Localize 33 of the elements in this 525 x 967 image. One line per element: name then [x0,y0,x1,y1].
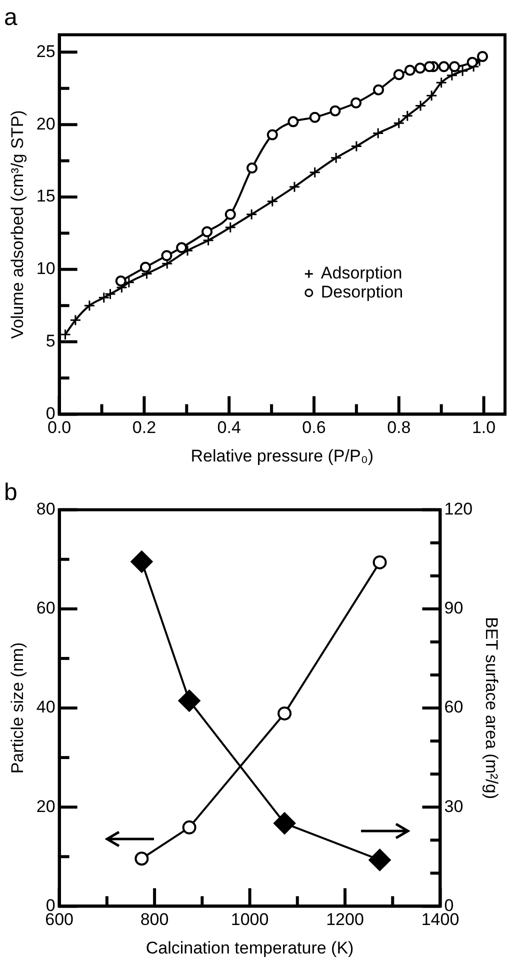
chart-title: a [4,4,18,32]
y-tick-label: 80 [36,499,56,518]
y2-tick-label: 30 [444,796,464,816]
y-axis-title: Particle size (nm) [8,642,27,774]
y2-axis-title: BET surface area (m²/g) [482,616,502,800]
y2-tick-label: 120 [444,499,473,518]
y2-tick-label: 60 [444,698,464,717]
x-tick-label: 0.0 [47,418,72,438]
x-tick-label: 0.4 [217,418,241,438]
x-tick-label: 1400 [421,910,460,930]
x-tick-label: 1.0 [472,418,496,438]
x-tick-label: 800 [140,910,169,930]
y-axis-title: Volume adsorbed (cm³/g STP) [8,110,27,339]
legend-label: Adsorption [320,264,402,283]
y2-tick-label: 90 [444,598,464,618]
x-tick-label: 0.8 [387,418,411,438]
x-tick-label: 0.6 [302,418,326,438]
x-tick-label: 600 [45,910,74,930]
chart-title: b [4,479,18,506]
y-tick-label: 10 [36,259,56,278]
y-tick-label: 15 [36,186,56,206]
x-axis-title: Calcination temperature (K) [146,938,354,958]
y-tick-label: 40 [36,698,56,717]
y-tick-label: 5 [46,331,56,350]
y-tick-label: 60 [36,598,56,618]
y-tick-label: 20 [36,114,56,134]
x-tick-label: 1200 [326,910,364,930]
x-tick-label: 0.2 [132,418,156,438]
legend-label: Desorption [320,282,404,302]
y-tick-label: 20 [36,796,56,816]
x-tick-label: 1000 [230,910,269,930]
x-axis-title: Relative pressure (P/P₀) [190,446,374,466]
y-tick-label: 25 [36,42,56,61]
